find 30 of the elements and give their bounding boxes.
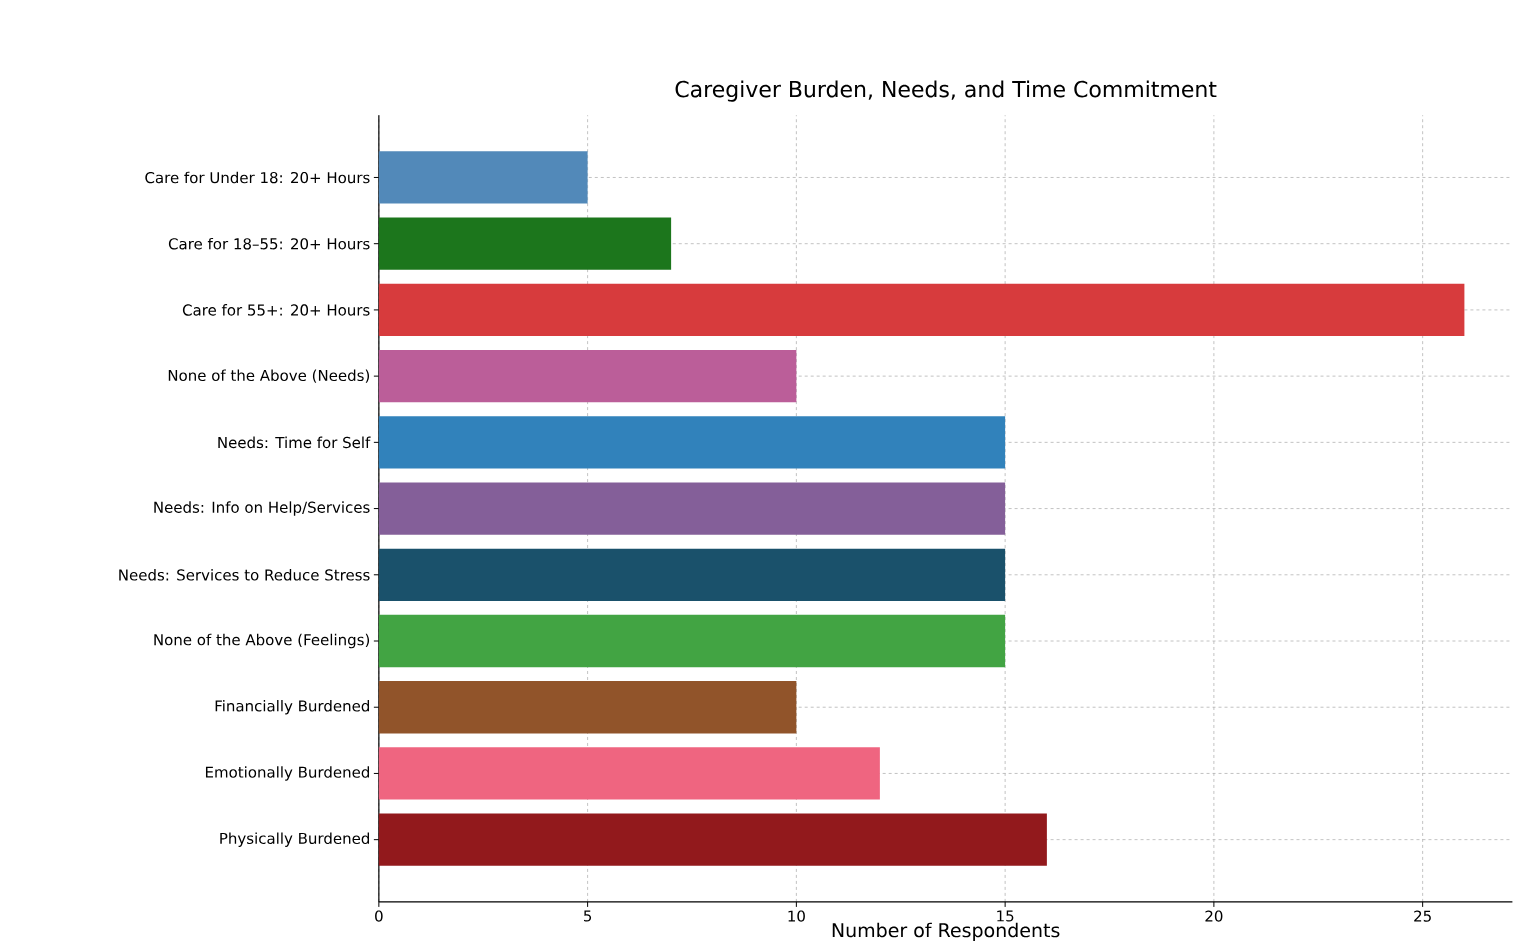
y-tick-label: Needs: Info on Help/Services xyxy=(154,501,370,516)
bar xyxy=(378,680,797,734)
bar xyxy=(378,614,1006,667)
y-tick-label: None of the Above (Needs) xyxy=(168,369,370,383)
y-tick-label: Care for 55+: 20+ Hours xyxy=(182,303,370,316)
y-tick-label: Financially Burdened xyxy=(215,699,369,715)
y-tick-label: Care for Under 18: 20+ Hours xyxy=(145,171,370,184)
bar xyxy=(378,548,1006,601)
chart-title: Caregiver Burden, Needs, and Time Commitment xyxy=(675,80,1217,102)
x-tick-label: 10 xyxy=(788,910,805,922)
y-tick-label: Physically Burdened xyxy=(220,832,369,847)
x-tick-label: 5 xyxy=(584,910,592,922)
y-tick-label: Needs: Services to Reduce Stress xyxy=(119,568,370,581)
x-tick-label: 15 xyxy=(997,910,1014,922)
bar xyxy=(378,747,880,800)
bar xyxy=(378,151,588,204)
x-tick-label: 25 xyxy=(1414,910,1431,922)
bar xyxy=(378,813,1047,866)
y-tick-label: Care for 18–55: 20+ Hours xyxy=(168,237,370,250)
bar xyxy=(378,217,672,270)
x-tick-label: 20 xyxy=(1205,910,1223,922)
bar xyxy=(378,283,1465,336)
y-tick-label: Emotionally Burdened xyxy=(205,766,369,781)
x-tick-label: 0 xyxy=(375,910,383,922)
x-axis-title: Number of Respondents xyxy=(832,922,1060,941)
bar xyxy=(378,482,1006,535)
bar xyxy=(378,349,797,403)
y-tick-label: None of the Above (Feelings) xyxy=(154,633,370,649)
bar xyxy=(378,416,1006,469)
y-tick-label: Needs: Time for Self xyxy=(218,436,371,448)
